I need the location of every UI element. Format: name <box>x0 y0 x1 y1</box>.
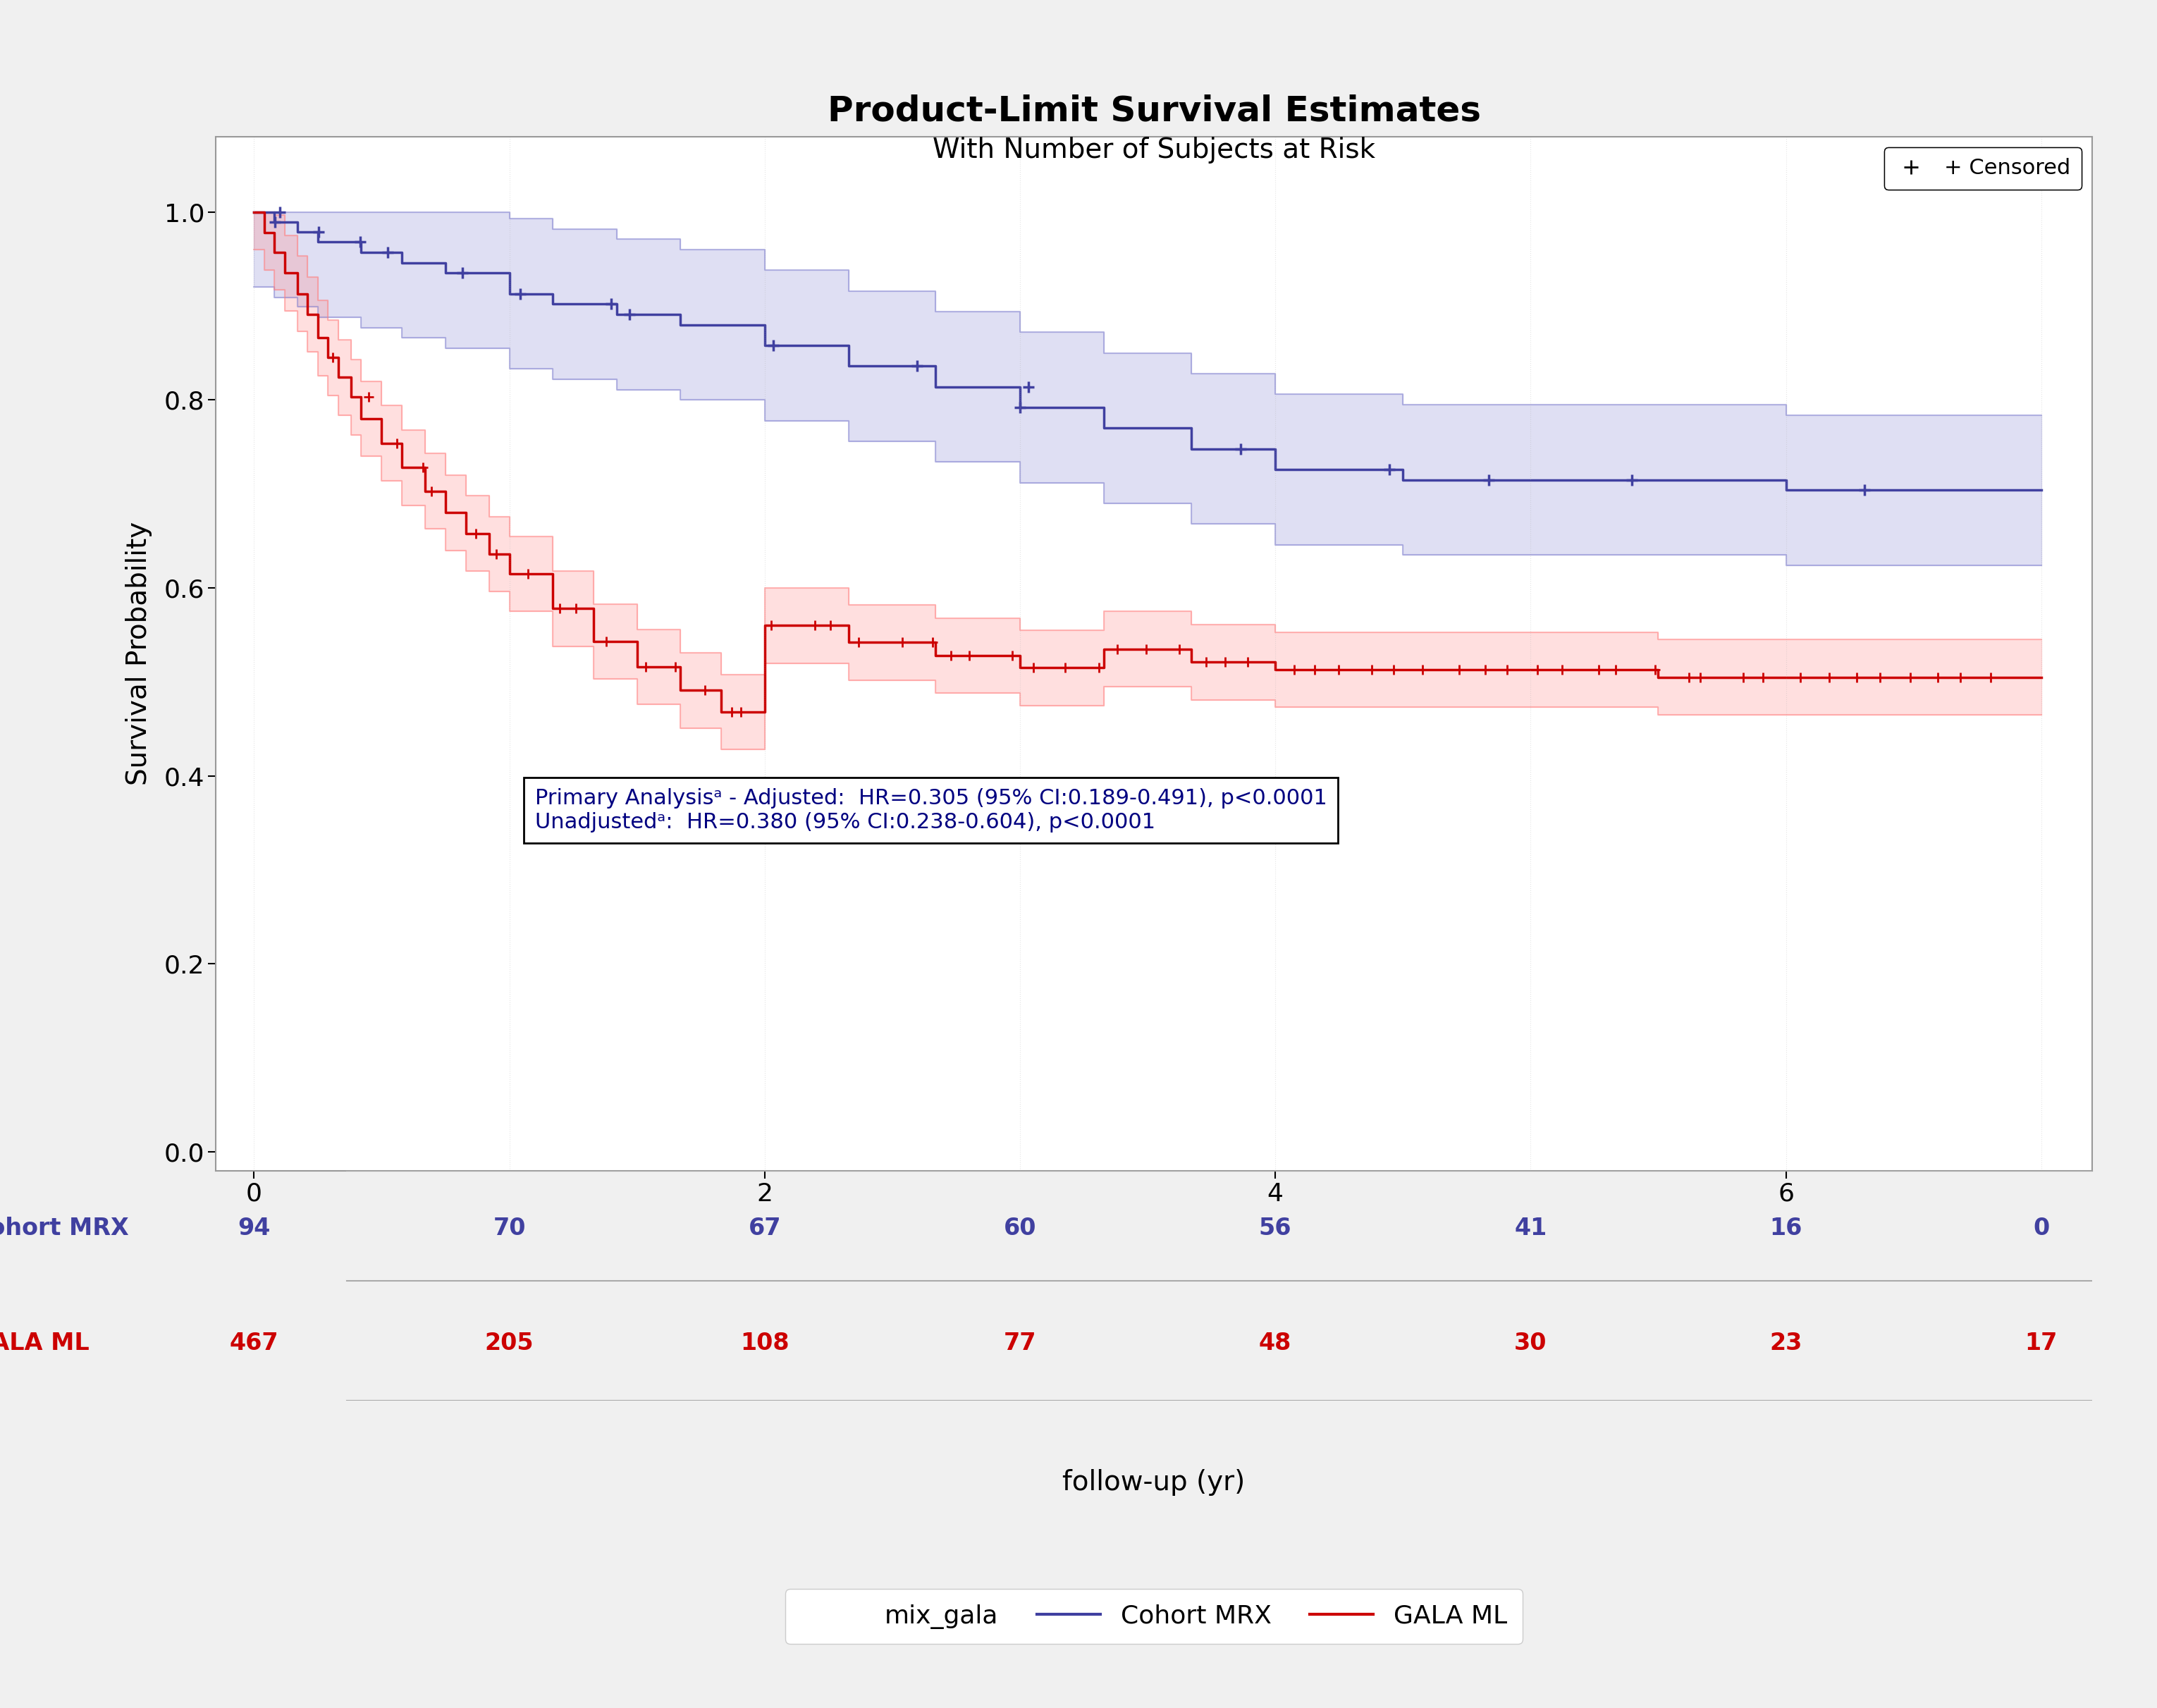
GALA ML <box>1178 652 1204 673</box>
GALA ML <box>2028 666 2053 687</box>
Cohort MRX <box>837 355 863 376</box>
GALA ML <box>1091 639 1117 659</box>
GALA ML <box>285 284 311 304</box>
Text: 67: 67 <box>748 1216 781 1240</box>
GALA ML <box>272 263 298 284</box>
Text: 60: 60 <box>1003 1216 1035 1240</box>
GALA ML <box>1519 659 1544 680</box>
GALA ML <box>242 202 267 222</box>
Text: 30: 30 <box>1514 1332 1547 1354</box>
GALA ML <box>923 646 949 666</box>
Cohort MRX <box>1773 480 1799 500</box>
Cohort MRX <box>923 376 949 396</box>
GALA ML <box>296 304 321 325</box>
Text: 94: 94 <box>237 1216 270 1240</box>
Text: 70: 70 <box>494 1216 526 1240</box>
Cohort MRX <box>1091 418 1117 439</box>
Cohort MRX <box>1519 470 1544 490</box>
GALA ML <box>496 564 522 584</box>
Text: 467: 467 <box>229 1332 278 1354</box>
GALA ML <box>453 523 479 543</box>
Text: 0: 0 <box>2034 1216 2049 1240</box>
GALA ML <box>837 632 863 652</box>
Text: Primary Analysisᵃ - Adjusted:  HR=0.305 (95% CI:0.189-0.491), p<0.0001
Unadjuste: Primary Analysisᵃ - Adjusted: HR=0.305 (… <box>535 787 1327 832</box>
Text: With Number of Subjects at Risk: With Number of Subjects at Risk <box>932 137 1376 164</box>
GALA ML <box>477 543 503 564</box>
GALA ML <box>339 386 365 407</box>
GALA ML <box>751 615 777 635</box>
Text: Cohort MRX: Cohort MRX <box>0 1216 129 1240</box>
Text: Product-Limit Survival Estimates: Product-Limit Survival Estimates <box>828 94 1480 128</box>
GALA ML <box>347 408 373 429</box>
GALA ML <box>388 458 414 478</box>
Text: 16: 16 <box>1769 1216 1803 1240</box>
GALA ML <box>707 702 733 722</box>
Text: 56: 56 <box>1260 1216 1292 1240</box>
Cohort MRX <box>285 222 311 243</box>
GALA ML <box>369 432 395 453</box>
Cohort MRX <box>1007 398 1033 418</box>
GALA ML <box>261 243 287 263</box>
Line: Cohort MRX: Cohort MRX <box>255 212 2041 490</box>
Text: follow-up (yr): follow-up (yr) <box>1063 1469 1245 1496</box>
Cohort MRX <box>261 212 287 232</box>
GALA ML <box>623 656 649 676</box>
Cohort MRX <box>539 294 565 314</box>
GALA ML <box>315 347 341 367</box>
GALA ML <box>434 502 459 523</box>
Cohort MRX <box>604 304 630 325</box>
Legend: mix_gala, Cohort MRX, GALA ML: mix_gala, Cohort MRX, GALA ML <box>785 1588 1523 1645</box>
Cohort MRX <box>1262 459 1288 480</box>
GALA ML <box>667 680 692 700</box>
Text: 48: 48 <box>1260 1332 1292 1354</box>
GALA ML <box>326 367 352 388</box>
Text: 41: 41 <box>1514 1216 1547 1240</box>
Y-axis label: Survival Probability: Survival Probability <box>125 523 153 786</box>
Text: 205: 205 <box>485 1332 533 1354</box>
GALA ML <box>250 222 276 243</box>
GALA ML <box>304 328 330 348</box>
Cohort MRX <box>496 284 522 304</box>
Cohort MRX <box>1646 470 1672 490</box>
Cohort MRX <box>2028 480 2053 500</box>
GALA ML <box>1007 658 1033 678</box>
GALA ML <box>1389 659 1415 680</box>
Legend: + Censored: + Censored <box>1883 147 2082 190</box>
Cohort MRX <box>667 314 692 335</box>
Text: 108: 108 <box>740 1332 789 1354</box>
GALA ML <box>580 632 606 652</box>
Text: 23: 23 <box>1769 1332 1803 1354</box>
Cohort MRX <box>751 335 777 355</box>
Cohort MRX <box>304 232 330 253</box>
Text: 77: 77 <box>1003 1332 1035 1354</box>
Line: GALA ML: GALA ML <box>255 212 2041 712</box>
Cohort MRX <box>347 243 373 263</box>
Cohort MRX <box>1178 439 1204 459</box>
Cohort MRX <box>388 253 414 273</box>
GALA ML <box>412 482 438 502</box>
Cohort MRX <box>242 202 267 222</box>
Text: GALA ML: GALA ML <box>0 1332 88 1354</box>
GALA ML <box>539 598 565 618</box>
GALA ML <box>1646 666 1672 687</box>
Cohort MRX <box>434 263 459 284</box>
Cohort MRX <box>1389 470 1415 490</box>
Text: 17: 17 <box>2025 1332 2058 1354</box>
GALA ML <box>1773 666 1799 687</box>
GALA ML <box>1262 659 1288 680</box>
